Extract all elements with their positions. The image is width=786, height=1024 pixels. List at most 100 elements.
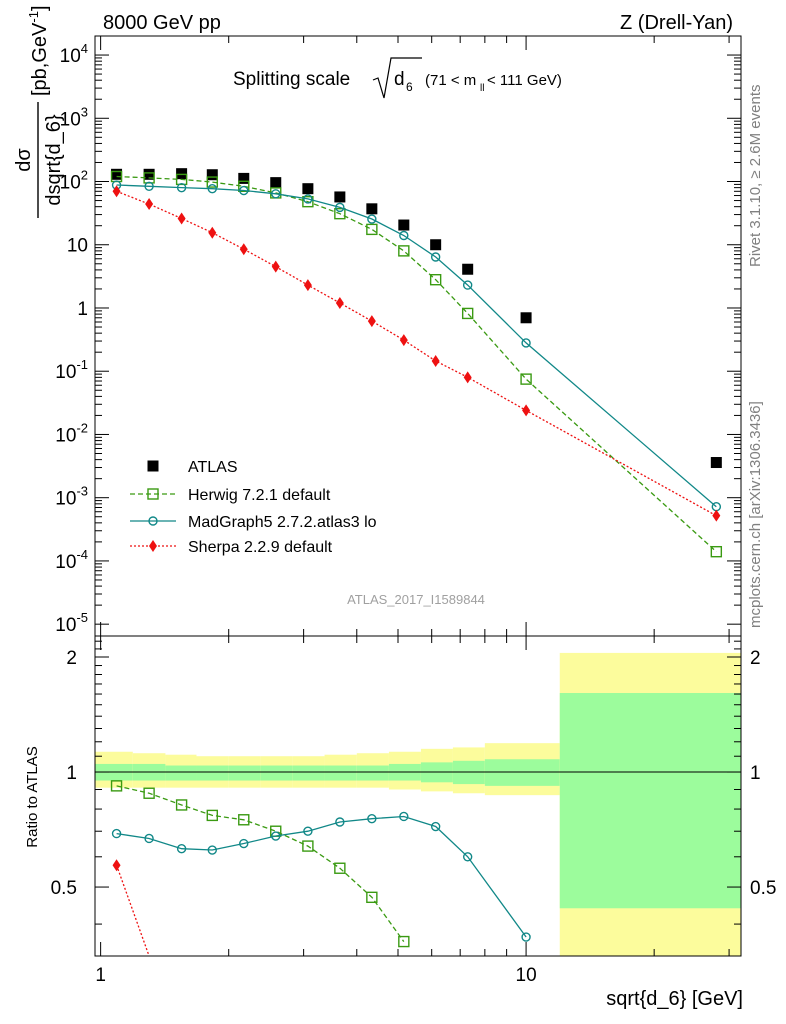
data-point: [176, 168, 188, 180]
legend-marker: [148, 516, 158, 526]
data-point: [335, 296, 344, 309]
title-text: Splitting scale: [233, 69, 350, 90]
ratio-uncertainty-bands: [95, 652, 741, 956]
data-point: [520, 312, 532, 324]
data-point: [398, 219, 410, 231]
ratio-xtick-label: 1: [95, 965, 106, 986]
data-point: [145, 198, 154, 211]
ratio-axis-ticks: 0.5 0.5 1 1 2 2 1 10: [51, 636, 776, 986]
main-ytick-label: 104: [60, 41, 88, 67]
stat-uncertainty-band: [260, 765, 293, 781]
data-point: [462, 263, 474, 275]
ratio-data-point: [367, 813, 377, 824]
legend-marker: [147, 460, 159, 472]
ratio-ytick-label-right: 2: [750, 648, 761, 669]
ratio-data-point: [302, 840, 314, 852]
data-point: [176, 182, 187, 193]
data-point: [430, 252, 441, 262]
data-point: [366, 223, 378, 236]
main-ylabel: dσ dsqrt{d_6} [pb,GeV-1]: [13, 5, 65, 218]
data-point: [711, 502, 722, 512]
main-ytick-label: 10-5: [55, 610, 88, 636]
main-ytick-label: 102: [60, 168, 88, 194]
ratio-ytick-label: 1: [66, 763, 77, 784]
data-point: [335, 202, 345, 213]
ratio-data-point: [399, 811, 409, 822]
ratio-series-line: [116, 815, 527, 938]
data-point: [239, 243, 248, 256]
ratio-data-point: [335, 817, 345, 827]
data-point: [431, 355, 440, 368]
data-point: [398, 245, 410, 257]
data-point: [399, 230, 409, 241]
ratio-ytick-label: 2: [66, 648, 77, 669]
ratio-data-point: [521, 932, 531, 942]
stat-uncertainty-band: [292, 765, 325, 781]
data-point: [710, 457, 722, 469]
data-point: [430, 239, 442, 251]
ratio-data-point: [430, 821, 441, 832]
data-point: [712, 509, 721, 522]
main-series-group: [110, 168, 723, 558]
ratio-ytick-label-right: 0.5: [750, 878, 776, 899]
analysis-watermark: ATLAS_2017_I1589844: [347, 592, 485, 607]
ratio-data-point: [112, 859, 121, 872]
data-point: [302, 195, 314, 208]
data-point: [112, 185, 121, 198]
ylabel-unit: [pb,GeV-1]: [26, 5, 51, 96]
legend-label: Herwig 7.2.1 default: [188, 487, 331, 504]
ratio-data-point: [176, 844, 187, 854]
ratio-ytick-label-right: 1: [750, 763, 761, 784]
ratio-data-point: [366, 891, 378, 904]
stat-uncertainty-band: [559, 693, 741, 909]
title-range-sub: ll: [480, 83, 484, 94]
ratio-xlabel: sqrt{d_6} [GeV]: [606, 988, 743, 1010]
ratio-series-line: [116, 785, 405, 942]
data-point: [239, 185, 249, 196]
stat-uncertainty-band: [356, 765, 389, 781]
stat-uncertainty-band: [228, 765, 261, 781]
ratio-data-point: [398, 935, 410, 948]
ratio-data-point: [143, 787, 155, 799]
ratio-data-point: [334, 862, 346, 874]
main-ytick-label: 10-2: [55, 420, 88, 446]
title-range-pre: (71 < m: [425, 72, 476, 89]
ratio-xtick-label: 10: [516, 965, 537, 986]
data-point: [303, 194, 313, 204]
sqrt-symbol: [372, 57, 422, 99]
data-point: [522, 404, 531, 417]
data-point: [144, 181, 154, 191]
series-line: [116, 184, 717, 508]
legend: ATLAS Herwig 7.2.1 default MadGraph5 2.7.2…: [130, 459, 377, 556]
ratio-data-point: [303, 826, 313, 836]
ratio-data-point: [110, 780, 123, 792]
ratio-data-point: [144, 833, 154, 844]
data-point: [366, 203, 378, 215]
mcplots-info: mcplots.cern.ch [arXiv:1306.3436]: [747, 401, 764, 628]
data-point: [463, 371, 472, 384]
rivet-info: Rivet 3.1.10, ≥ 2.6M events: [747, 85, 764, 268]
data-point: [206, 176, 218, 188]
title-range-post: < 111 GeV): [487, 72, 562, 89]
legend-label: Sherpa 2.2.9 default: [188, 539, 333, 556]
data-point: [143, 168, 155, 180]
data-point: [429, 274, 442, 286]
data-point: [520, 373, 532, 385]
main-axis-ticks: 10-5 10-4 10-3 10-2 10-1 1 10 102 103 104: [55, 36, 741, 636]
data-point: [238, 172, 250, 184]
main-ytick-label: 1: [77, 299, 88, 320]
data-point: [334, 191, 346, 203]
data-point: [207, 183, 217, 194]
main-ytick-label: 10-3: [55, 484, 88, 510]
ratio-data-point: [271, 831, 281, 841]
main-ytick-label: 10-1: [55, 357, 88, 383]
ratio-data-point: [175, 799, 188, 811]
main-ytick-label: 103: [60, 104, 88, 130]
legend-label: ATLAS: [188, 459, 238, 476]
ratio-ytick-label: 0.5: [51, 878, 77, 899]
ratio-data-point: [206, 809, 218, 822]
ratio-data-point: [238, 814, 250, 826]
ratio-frame: [94, 635, 742, 957]
ratio-data-point: [111, 828, 122, 839]
series-line: [116, 190, 717, 517]
